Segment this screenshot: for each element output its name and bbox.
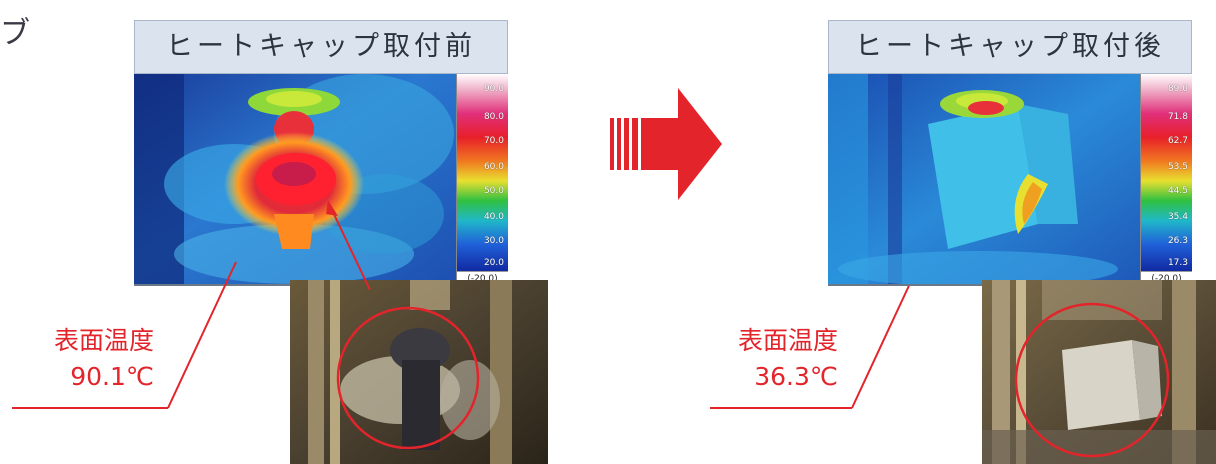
cut-off-heading-fragment: ブ: [0, 16, 30, 51]
after-scale-label: 89.0: [1167, 84, 1188, 94]
before-scale-label: 40.0: [483, 212, 504, 222]
before-thermal-image: 90.0 80.0 70.0 60.0 50.0 40.0 30.0 20.0 …: [134, 74, 508, 286]
after-scale-label: 62.7: [1167, 136, 1188, 146]
before-scale-label: 20.0: [483, 258, 504, 268]
before-color-scale: 90.0 80.0 70.0 60.0 50.0 40.0 30.0 20.0 …: [456, 74, 508, 284]
after-thermal-image: 89.0 71.8 62.7 53.5 44.5 35.4 26.3 17.3 …: [828, 74, 1192, 286]
before-scale-label: 90.0: [483, 84, 504, 94]
after-photo: [982, 280, 1216, 464]
before-title: ヒートキャップ取付前: [134, 20, 508, 74]
before-scale-label: 60.0: [483, 162, 504, 172]
after-scale-label: 35.4: [1167, 212, 1188, 222]
after-color-scale: 89.0 71.8 62.7 53.5 44.5 35.4 26.3 17.3 …: [1140, 74, 1192, 284]
after-scale-label: 71.8: [1167, 112, 1188, 122]
after-scale-label: 26.3: [1167, 236, 1188, 246]
before-scale-label: 70.0: [483, 136, 504, 146]
after-title: ヒートキャップ取付後: [828, 20, 1192, 74]
right-arrow-icon: [610, 88, 722, 200]
after-scale-label: 17.3: [1167, 258, 1188, 268]
after-scale-label: 44.5: [1167, 186, 1188, 196]
before-scale-label: 50.0: [483, 186, 504, 196]
before-photo: [290, 280, 548, 464]
before-surface-temp-label: 表面温度: [53, 326, 154, 355]
before-scale-label: 30.0: [483, 236, 504, 246]
after-surface-temp-value: 36.3℃: [754, 362, 838, 391]
before-scale-label: 80.0: [483, 112, 504, 122]
after-surface-temp-label: 表面温度: [737, 326, 838, 355]
after-scale-label: 53.5: [1167, 162, 1188, 172]
before-surface-temp-value: 90.1℃: [70, 362, 154, 391]
